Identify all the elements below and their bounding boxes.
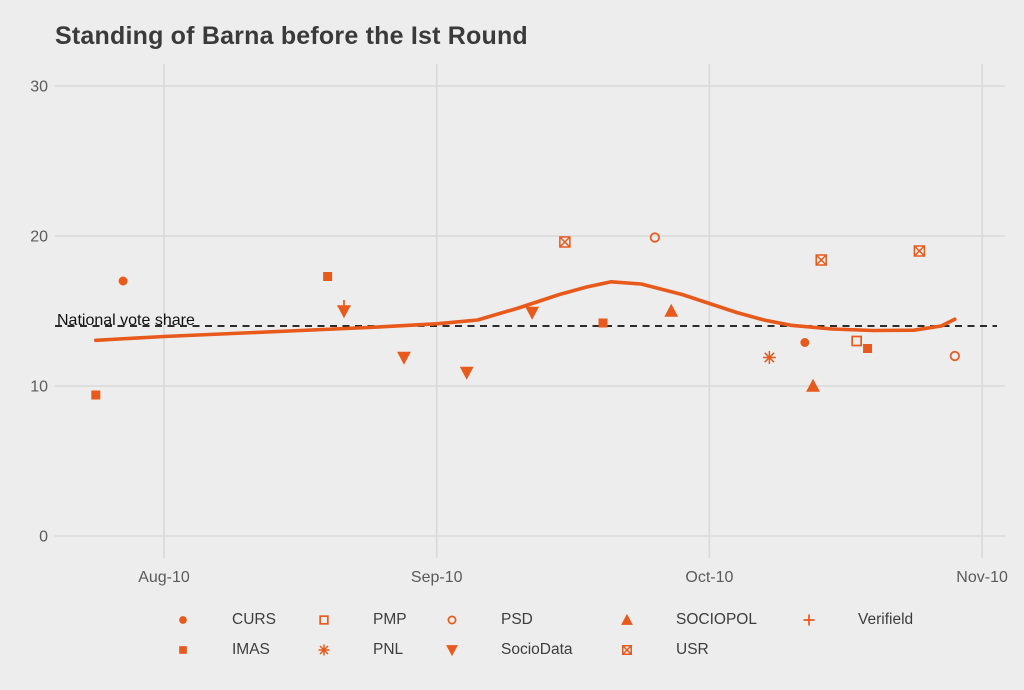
- legend-label-sociopol: SOCIOPOL: [676, 611, 757, 628]
- series-sociodata: [337, 305, 540, 380]
- legend-label-usr: USR: [676, 641, 709, 658]
- series-curs: [118, 276, 810, 347]
- chart-title: Standing of Barna before the Ist Round: [55, 22, 528, 50]
- data-point-imas: [323, 272, 333, 281]
- legend-marker-pmp-icon: [319, 615, 329, 625]
- data-point-sociodata: [397, 351, 411, 365]
- legend-label-psd: PSD: [501, 611, 533, 628]
- data-point-sociodata: [459, 366, 474, 380]
- legend-label-curs: CURS: [232, 611, 276, 628]
- legend-label-pmp: PMP: [373, 611, 407, 628]
- data-point-imas: [91, 390, 101, 400]
- legend-marker-pnl-icon: [318, 644, 330, 656]
- legend-label-imas: IMAS: [232, 641, 270, 658]
- data-point-usr: [913, 245, 926, 257]
- data-point-sociodata: [525, 306, 540, 320]
- x-tick-label: Oct-10: [685, 569, 733, 586]
- data-point-verifield: [337, 300, 351, 313]
- series-pmp: [851, 335, 863, 347]
- data-point-imas: [863, 344, 873, 353]
- y-tick-label: 30: [30, 79, 48, 96]
- data-point-curs: [118, 276, 128, 286]
- data-point-imas: [598, 318, 608, 328]
- data-point-pmp: [851, 335, 863, 347]
- data-point-curs: [800, 338, 810, 347]
- y-tick-label: 20: [30, 229, 48, 246]
- y-tick-label: 0: [39, 529, 48, 546]
- series-imas: [91, 272, 873, 400]
- legend-marker-verifield-icon: [803, 614, 815, 626]
- series-usr: [559, 236, 926, 266]
- legend-label-pnl: PNL: [373, 641, 404, 658]
- legend-marker-psd-icon: [447, 615, 457, 625]
- y-tick-label: 10: [30, 379, 48, 396]
- data-point-psd: [649, 232, 660, 243]
- legend-marker-sociopol-icon: [621, 613, 633, 625]
- data-point-usr: [559, 236, 571, 248]
- reference-line-label: National vote share: [57, 312, 195, 329]
- data-point-sociopol: [664, 303, 679, 317]
- data-point-usr: [815, 254, 827, 266]
- series-pnl: [762, 351, 776, 364]
- x-tick-label: Aug-10: [138, 569, 190, 586]
- legend-label-verifield: Verifield: [858, 611, 914, 628]
- x-tick-label: Sep-10: [411, 569, 463, 586]
- series-sociopol: [664, 303, 820, 392]
- trend-line: [94, 279, 957, 343]
- legend-marker-usr-icon: [622, 645, 632, 655]
- series-psd: [649, 232, 960, 362]
- data-point-psd: [949, 350, 960, 362]
- legend-label-sociodata: SocioData: [501, 641, 573, 658]
- legend-marker-sociodata-icon: [446, 645, 458, 657]
- legend-marker-curs-icon: [179, 616, 187, 624]
- x-tick-label: Nov-10: [956, 569, 1008, 586]
- data-point-sociopol: [806, 378, 820, 392]
- legend-marker-imas-icon: [179, 646, 187, 654]
- data-point-pnl: [762, 351, 776, 364]
- series-verifield: [337, 300, 351, 313]
